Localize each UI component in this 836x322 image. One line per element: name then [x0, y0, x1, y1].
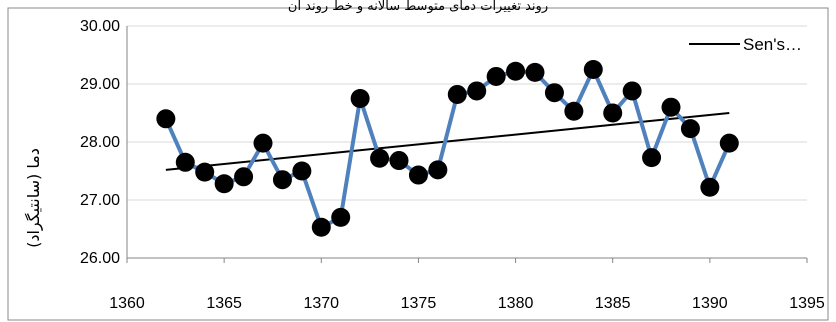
chart-area-border: [7, 7, 829, 321]
data-point: [175, 152, 195, 172]
data-point: [642, 148, 662, 168]
data-point: [525, 62, 545, 82]
data-point: [370, 148, 390, 168]
data-point: [331, 207, 351, 227]
data-point: [622, 81, 642, 101]
data-point: [408, 165, 428, 185]
data-point: [350, 89, 370, 108]
x-tick-label: 1390: [692, 295, 728, 312]
legend-trend-label: Sen's…: [743, 35, 802, 54]
x-tick-label: 1370: [303, 295, 339, 312]
y-tick-label: 26.00: [80, 250, 120, 267]
data-point: [214, 174, 234, 194]
x-tick-label: 1380: [498, 295, 534, 312]
data-point: [389, 151, 409, 171]
data-point: [564, 101, 584, 121]
x-tick-label: 1375: [401, 295, 437, 312]
data-point: [544, 83, 564, 103]
data-point: [311, 217, 331, 237]
data-point: [447, 84, 467, 104]
data-point: [680, 119, 700, 139]
y-tick-label: 29.00: [80, 76, 120, 93]
chart-title: ﺭﻭﻧﺪ ﺗﻐﯿﯿﺮﺍﺕ ﺩﻣﺎی ﻣﺘﻮﺳﻂ ﺳﺎﻻﻧﻪ ﻭ ﺧﻂ ﺭﻭﻧﺪ …: [288, 0, 548, 14]
x-tick-label: 1365: [206, 295, 242, 312]
data-point: [700, 177, 720, 197]
data-point: [428, 160, 448, 180]
marker-layer: [156, 60, 739, 237]
y-tick-label: 28.00: [80, 134, 120, 151]
x-tick-label: 1385: [595, 295, 631, 312]
data-point: [156, 109, 176, 129]
y-axis-label: دما (سانتیگراد): [24, 148, 44, 248]
axis-layer: 26.00 27.00 28.00 29.00 30.00 1360 1365 1370 137…: [80, 18, 825, 312]
data-point: [583, 60, 603, 79]
data-point: [292, 161, 312, 181]
trend-layer: [165, 112, 730, 171]
data-point: [719, 133, 739, 153]
legend: Sen's…: [689, 35, 802, 54]
data-point: [661, 97, 681, 117]
data-point: [603, 103, 623, 123]
y-tick-label: 30.00: [80, 18, 120, 35]
data-point: [486, 66, 506, 86]
data-point: [253, 133, 273, 153]
data-point: [195, 162, 215, 182]
trend-line: [165, 112, 730, 171]
data-point: [467, 81, 487, 101]
y-tick-label: 27.00: [80, 192, 120, 209]
data-point: [234, 167, 254, 187]
data-point: [272, 170, 292, 190]
data-point: [506, 61, 526, 81]
x-tick-label: 1395: [789, 295, 825, 312]
x-tick-label: 1360: [109, 295, 145, 312]
